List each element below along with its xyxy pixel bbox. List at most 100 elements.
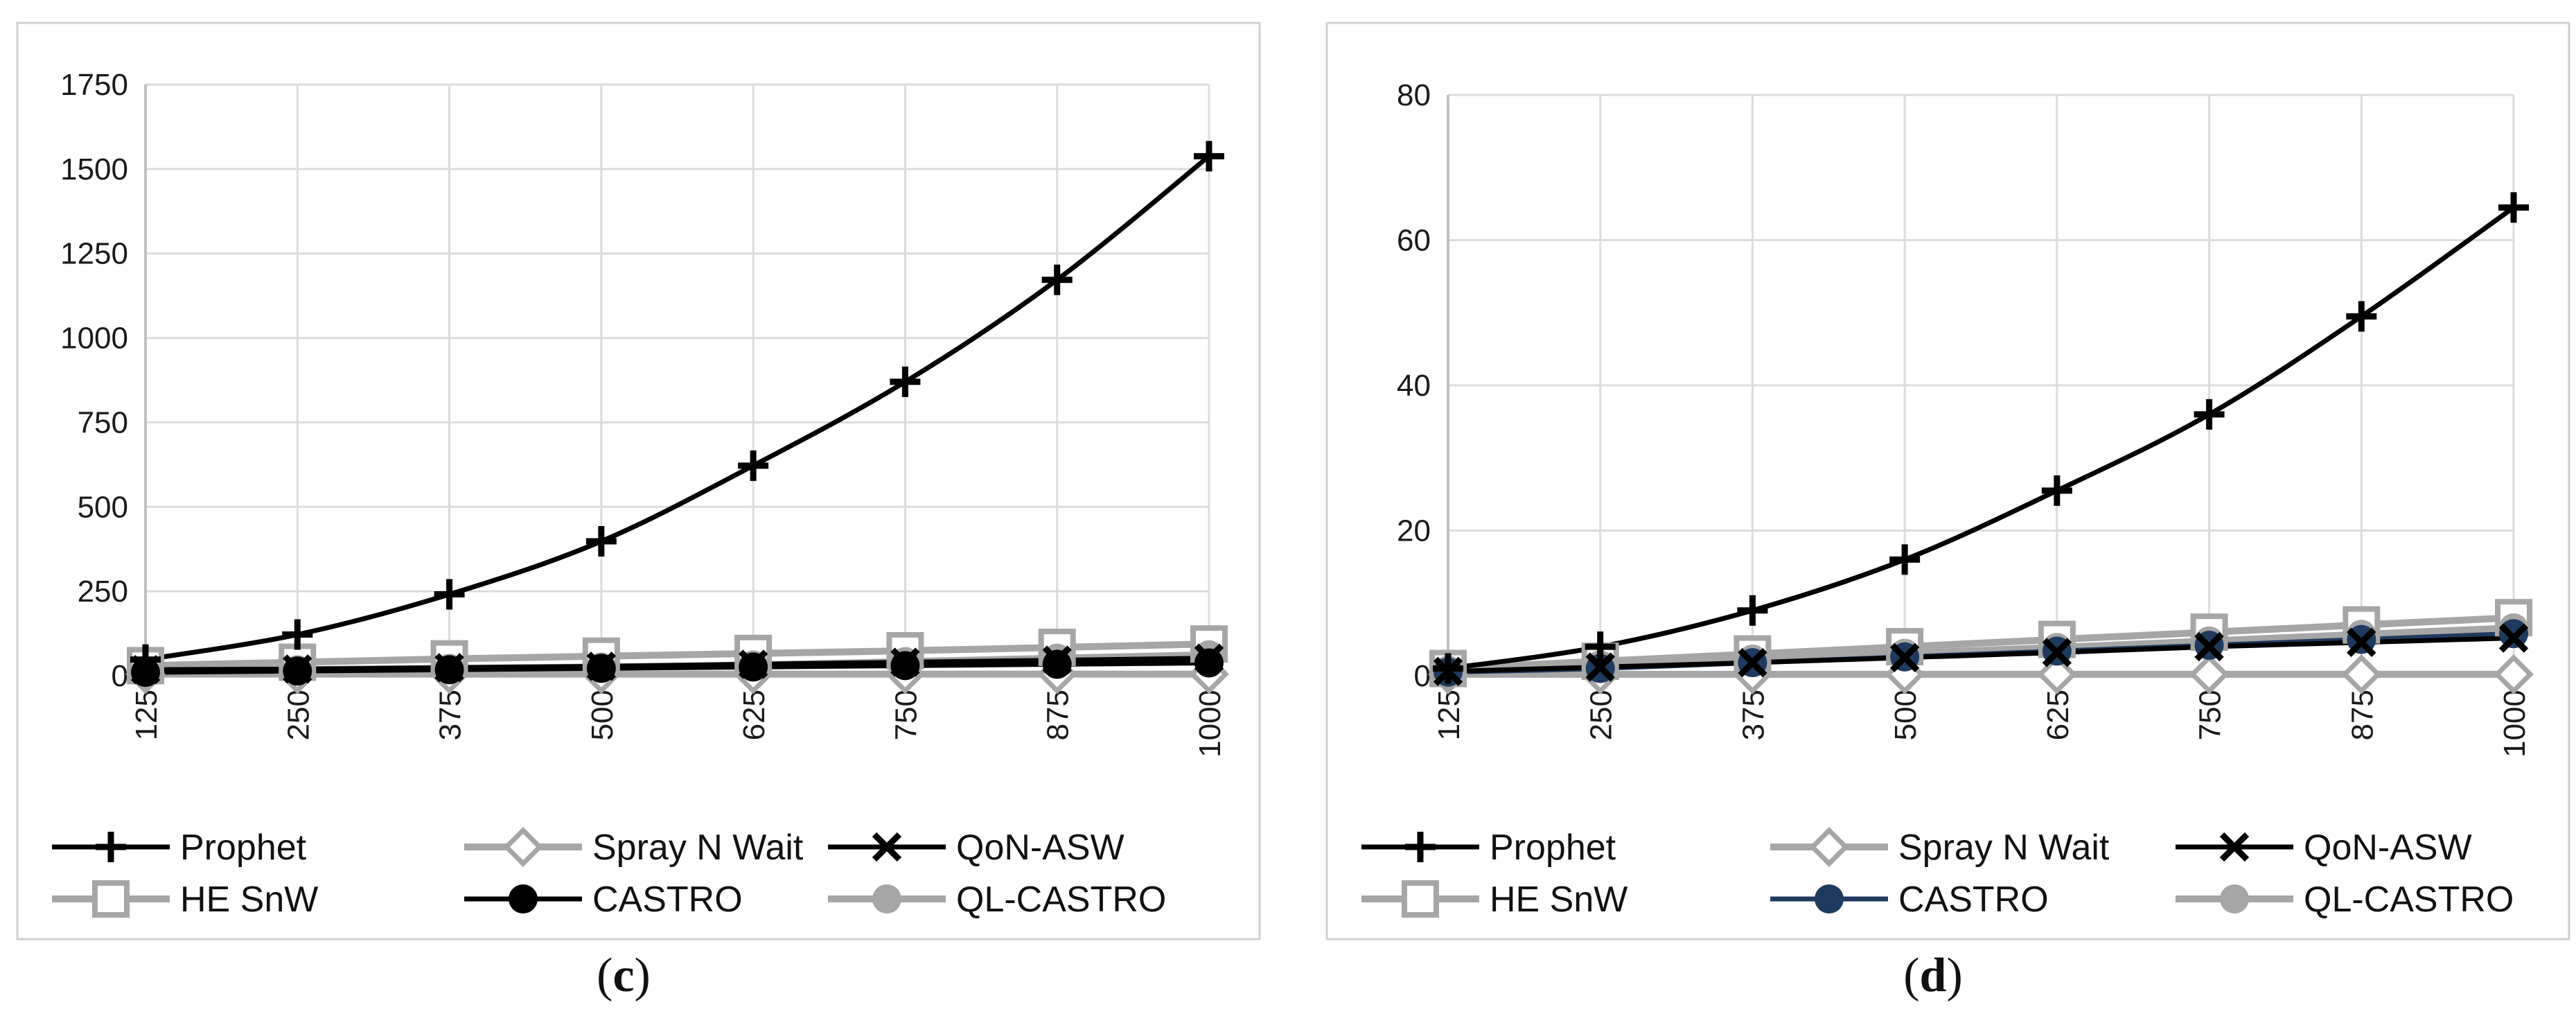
legend-item: CASTRO xyxy=(464,880,743,920)
data-point xyxy=(1738,647,1767,678)
legend-label: Prophet xyxy=(180,828,307,868)
data-point xyxy=(2347,627,2376,657)
data-point xyxy=(1194,648,1224,678)
legend-swatch-marker xyxy=(509,884,538,914)
x-tick-label: 750 xyxy=(2194,690,2227,740)
x-tick-label: 875 xyxy=(1041,690,1075,740)
data-point xyxy=(2494,654,2534,694)
data-point xyxy=(1737,595,1768,626)
panel-caption: (c) xyxy=(597,949,651,1002)
caption-open: ( xyxy=(597,949,612,1002)
legend-swatch-marker xyxy=(2219,832,2250,862)
y-tick-label: 1250 xyxy=(60,237,128,271)
data-point xyxy=(283,654,312,684)
legend-label: CASTRO xyxy=(592,880,743,920)
legend-swatch-marker xyxy=(1405,832,1436,862)
y-tick-label: 60 xyxy=(1397,224,1431,258)
caption-open: ( xyxy=(1903,949,1919,1002)
series-points-prophet xyxy=(1433,192,2529,684)
legend-swatch-marker xyxy=(1402,880,1439,918)
data-point xyxy=(434,579,465,610)
data-point xyxy=(1041,264,1073,295)
legend-item: QoN-ASW xyxy=(2176,828,2472,868)
data-point xyxy=(2194,631,2224,662)
y-tick-label: 40 xyxy=(1397,369,1431,403)
caption-letter: d xyxy=(1920,949,1947,1002)
x-tick-label: 1000 xyxy=(1193,690,1227,758)
legend: Prophet Spray N Wait QoN-ASW HE SnW CASTRO QL… xyxy=(1361,827,2514,920)
legend-swatch-marker xyxy=(96,832,126,862)
legend: Prophet Spray N Wait QoN-ASW HE SnW CASTRO QL… xyxy=(52,827,1166,920)
legend-item: Spray N Wait xyxy=(464,827,804,868)
y-tick-label: 0 xyxy=(1414,659,1431,693)
legend-label: CASTRO xyxy=(1898,880,2049,920)
chart-frame xyxy=(16,21,1261,941)
data-point xyxy=(1042,645,1072,675)
legend-label: QoN-ASW xyxy=(2304,828,2472,868)
legend-item: Prophet xyxy=(52,828,307,868)
legend-swatch-marker xyxy=(872,884,901,914)
x-tick-label: 250 xyxy=(1585,690,1618,740)
y-tick-label: 0 xyxy=(112,659,128,693)
legend-label: HE SnW xyxy=(1490,880,1627,920)
data-point xyxy=(2498,192,2529,223)
series-line-prophet xyxy=(145,154,1211,663)
legend-label: Spray N Wait xyxy=(592,828,804,868)
data-point xyxy=(2346,301,2377,332)
data-point xyxy=(890,647,920,677)
legend-item: Spray N Wait xyxy=(1770,827,2110,868)
legend-swatch-marker xyxy=(1815,884,1844,914)
legend-label: HE SnW xyxy=(180,880,318,920)
data-point xyxy=(1194,141,1224,172)
data-point xyxy=(2194,399,2225,430)
x-tick-label: 500 xyxy=(1889,690,1923,740)
data-point xyxy=(738,450,769,481)
panel-caption: (d) xyxy=(1903,949,1963,1002)
legend-item: QL-CASTRO xyxy=(828,880,1166,920)
y-tick-label: 500 xyxy=(78,490,128,524)
series-points-prophet xyxy=(130,141,1224,675)
data-point xyxy=(1889,544,1921,575)
legend-swatch-marker xyxy=(872,832,902,862)
data-point xyxy=(1585,652,1615,682)
caption-close: ) xyxy=(1946,949,1962,1002)
data-point xyxy=(1889,643,1920,672)
x-tick-label: 125 xyxy=(1432,690,1466,740)
data-point xyxy=(2189,654,2230,694)
series-line-prophet xyxy=(1447,205,2516,671)
data-point xyxy=(1585,631,1616,663)
legend-label: Spray N Wait xyxy=(1898,828,2110,868)
data-point xyxy=(2041,475,2072,506)
data-point xyxy=(1433,653,1463,684)
legend-item: HE SnW xyxy=(1361,880,1627,920)
chart-panel-c: 0 250 500 750 1000 1250 1500 1750 125 250 375 500 62… xyxy=(16,21,1261,1002)
data-point xyxy=(586,652,617,681)
legend-item: QL-CASTRO xyxy=(2176,880,2514,920)
legend-item: QoN-ASW xyxy=(828,828,1124,868)
data-point xyxy=(890,366,921,397)
legend-swatch-marker xyxy=(2220,884,2249,914)
legend-swatch-marker xyxy=(1809,827,1849,867)
x-tick-label: 625 xyxy=(737,690,771,740)
chart-panel-d: 0 20 40 60 80 125 250 375 500 625 750 875 1000 Prophe… xyxy=(1325,21,2570,1002)
x-tick-label: 1000 xyxy=(2498,690,2532,758)
x-tick-label: 250 xyxy=(281,690,315,740)
x-tick-label: 500 xyxy=(585,690,619,740)
legend-item: CASTRO xyxy=(1770,880,2049,920)
x-tick-label: 375 xyxy=(1736,690,1770,740)
legend-item: HE SnW xyxy=(52,880,318,920)
x-tick-label: 875 xyxy=(2345,690,2379,740)
y-tick-label: 1500 xyxy=(60,152,128,186)
data-point xyxy=(585,526,617,557)
caption-letter: c xyxy=(612,949,634,1002)
data-point xyxy=(434,653,464,683)
data-point xyxy=(130,644,161,675)
caption-close: ) xyxy=(635,949,651,1002)
legend-label: QL-CASTRO xyxy=(956,880,1166,920)
data-point xyxy=(2042,638,2072,667)
x-tick-label: 625 xyxy=(2041,690,2075,740)
legend-label: QL-CASTRO xyxy=(2304,880,2514,920)
x-tick-label: 750 xyxy=(889,690,923,740)
x-tick-label: 125 xyxy=(130,690,164,740)
